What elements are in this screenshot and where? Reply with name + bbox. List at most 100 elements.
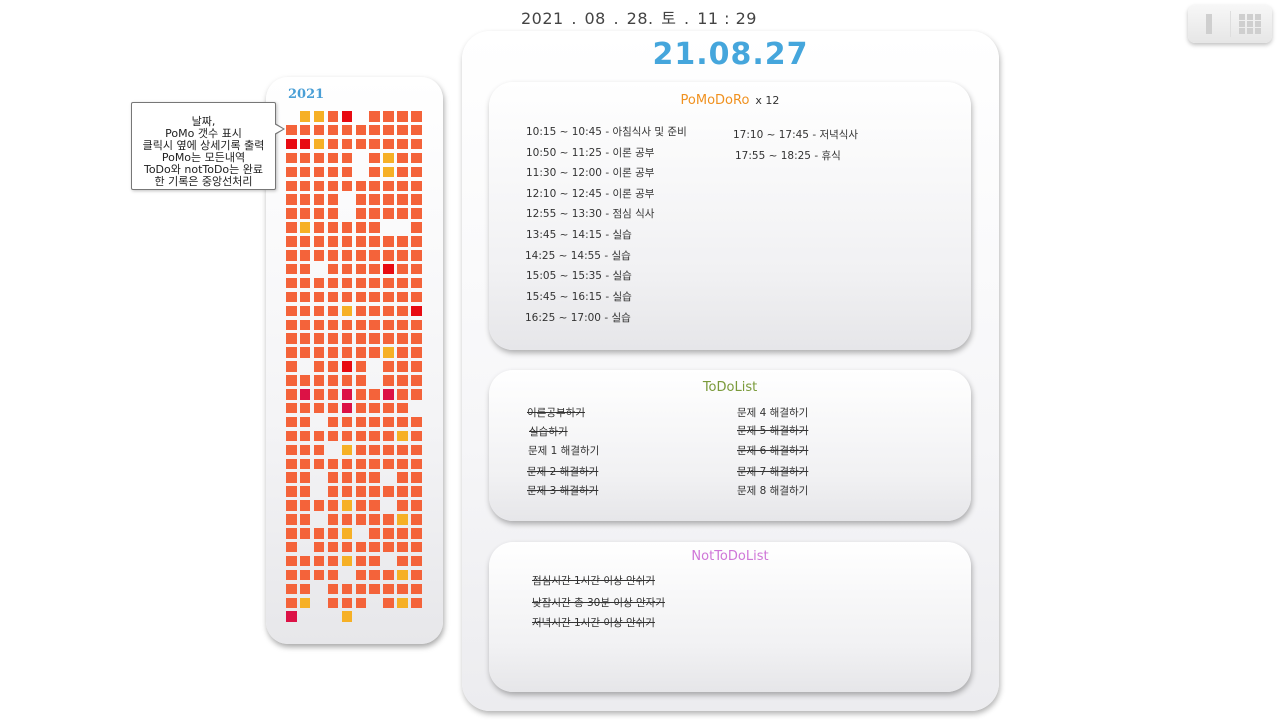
heatmap-day-cell[interactable] [355, 472, 366, 483]
heatmap-day-cell[interactable] [299, 528, 311, 539]
heatmap-day-cell[interactable] [299, 305, 311, 317]
todo-item[interactable]: 실습하기 [529, 426, 568, 438]
grid-view-button[interactable] [1230, 5, 1272, 43]
nottodo-item[interactable]: 점심시간 1시간 이상 안쉬기 [532, 575, 655, 587]
heatmap-day-cell[interactable] [341, 472, 353, 483]
heatmap-day-cell[interactable] [411, 430, 422, 442]
heatmap-day-cell[interactable] [383, 180, 394, 191]
heatmap-day-cell[interactable] [383, 236, 394, 247]
heatmap-day-cell[interactable] [341, 361, 353, 372]
todo-item[interactable]: 문제 5 해결하기 [737, 425, 809, 437]
heatmap-day-cell[interactable] [299, 500, 311, 511]
heatmap-day-cell[interactable] [341, 458, 353, 469]
heatmap-day-cell[interactable] [411, 138, 422, 150]
nottodo-item[interactable]: 저녁시간 1시간 이상 안쉬기 [532, 617, 655, 629]
heatmap-day-cell[interactable] [369, 528, 380, 539]
heatmap-day-cell[interactable] [313, 111, 325, 122]
heatmap-day-cell[interactable] [383, 194, 394, 205]
heatmap-day-cell[interactable] [383, 569, 394, 581]
heatmap-day-cell[interactable] [286, 361, 297, 372]
heatmap-day-cell[interactable] [286, 152, 297, 164]
heatmap-day-cell[interactable] [327, 541, 339, 553]
heatmap-day-cell[interactable] [369, 500, 380, 511]
heatmap-day-cell[interactable] [341, 500, 353, 511]
heatmap-day-cell[interactable] [327, 430, 339, 442]
heatmap-day-cell[interactable] [299, 430, 311, 442]
heatmap-day-cell[interactable] [299, 583, 311, 595]
heatmap-day-cell[interactable] [327, 333, 339, 344]
heatmap-day-cell[interactable] [286, 138, 297, 150]
heatmap-day-cell[interactable] [286, 458, 297, 469]
heatmap-day-cell[interactable] [383, 528, 394, 539]
heatmap-day-cell[interactable] [397, 291, 408, 303]
single-view-button[interactable] [1188, 5, 1230, 43]
heatmap-day-cell[interactable] [383, 389, 394, 400]
heatmap-day-cell[interactable] [369, 180, 380, 191]
heatmap-day-cell[interactable] [313, 124, 325, 136]
heatmap-day-cell[interactable] [397, 333, 408, 344]
nottodo-item[interactable]: 낮잠시간 총 30분 이상 안자기 [532, 597, 665, 609]
heatmap-day-cell[interactable] [383, 416, 394, 428]
heatmap-day-cell[interactable] [286, 528, 297, 539]
heatmap-day-cell[interactable] [397, 402, 408, 414]
heatmap-day-cell[interactable] [355, 555, 366, 567]
heatmap-day-cell[interactable] [286, 375, 297, 386]
heatmap-day-cell[interactable] [369, 514, 380, 525]
heatmap-day-cell[interactable] [341, 611, 353, 622]
heatmap-day-cell[interactable] [397, 263, 408, 275]
heatmap-day-cell[interactable] [383, 319, 394, 330]
heatmap-day-cell[interactable] [369, 416, 380, 428]
heatmap-day-cell[interactable] [299, 208, 311, 219]
todo-item[interactable]: 문제 2 해결하기 [527, 466, 599, 478]
heatmap-day-cell[interactable] [369, 166, 380, 178]
heatmap-day-cell[interactable] [327, 250, 339, 261]
heatmap-day-cell[interactable] [327, 222, 339, 233]
todo-item[interactable]: 문제 8 해결하기 [737, 485, 809, 497]
heatmap-day-cell[interactable] [355, 486, 366, 497]
heatmap-day-cell[interactable] [299, 124, 311, 136]
heatmap-day-cell[interactable] [299, 194, 311, 205]
heatmap-day-cell[interactable] [397, 555, 408, 567]
heatmap-day-cell[interactable] [369, 250, 380, 261]
heatmap-day-cell[interactable] [286, 319, 297, 330]
heatmap-day-cell[interactable] [355, 389, 366, 400]
heatmap-day-cell[interactable] [327, 402, 339, 414]
heatmap-day-cell[interactable] [411, 472, 422, 483]
heatmap-day-cell[interactable] [313, 402, 325, 414]
heatmap-day-cell[interactable] [286, 555, 297, 567]
heatmap-day-cell[interactable] [327, 583, 339, 595]
heatmap-day-cell[interactable] [397, 375, 408, 386]
heatmap-day-cell[interactable] [341, 166, 353, 178]
heatmap-day-cell[interactable] [383, 124, 394, 136]
heatmap-day-cell[interactable] [383, 166, 394, 178]
heatmap-day-cell[interactable] [299, 444, 311, 456]
heatmap-day-cell[interactable] [327, 347, 339, 358]
heatmap-day-cell[interactable] [369, 347, 380, 358]
heatmap-day-cell[interactable] [313, 236, 325, 247]
heatmap-day-cell[interactable] [397, 416, 408, 428]
heatmap-day-cell[interactable] [313, 166, 325, 178]
heatmap-day-cell[interactable] [369, 472, 380, 483]
heatmap-day-cell[interactable] [286, 277, 297, 289]
heatmap-day-cell[interactable] [341, 319, 353, 330]
heatmap-day-cell[interactable] [369, 277, 380, 289]
heatmap-day-cell[interactable] [286, 514, 297, 525]
heatmap-day-cell[interactable] [355, 416, 366, 428]
heatmap-day-cell[interactable] [411, 444, 422, 456]
heatmap-day-cell[interactable] [397, 583, 408, 595]
heatmap-day-cell[interactable] [299, 389, 311, 400]
heatmap-day-cell[interactable] [341, 486, 353, 497]
heatmap-day-cell[interactable] [397, 194, 408, 205]
heatmap-day-cell[interactable] [299, 472, 311, 483]
heatmap-day-cell[interactable] [327, 236, 339, 247]
heatmap-day-cell[interactable] [383, 458, 394, 469]
heatmap-day-cell[interactable] [327, 305, 339, 317]
heatmap-day-cell[interactable] [411, 291, 422, 303]
heatmap-day-cell[interactable] [341, 180, 353, 191]
heatmap-day-cell[interactable] [286, 291, 297, 303]
heatmap-day-cell[interactable] [397, 541, 408, 553]
heatmap-day-cell[interactable] [299, 138, 311, 150]
heatmap-day-cell[interactable] [313, 430, 325, 442]
heatmap-day-cell[interactable] [341, 541, 353, 553]
heatmap-day-cell[interactable] [341, 111, 353, 122]
